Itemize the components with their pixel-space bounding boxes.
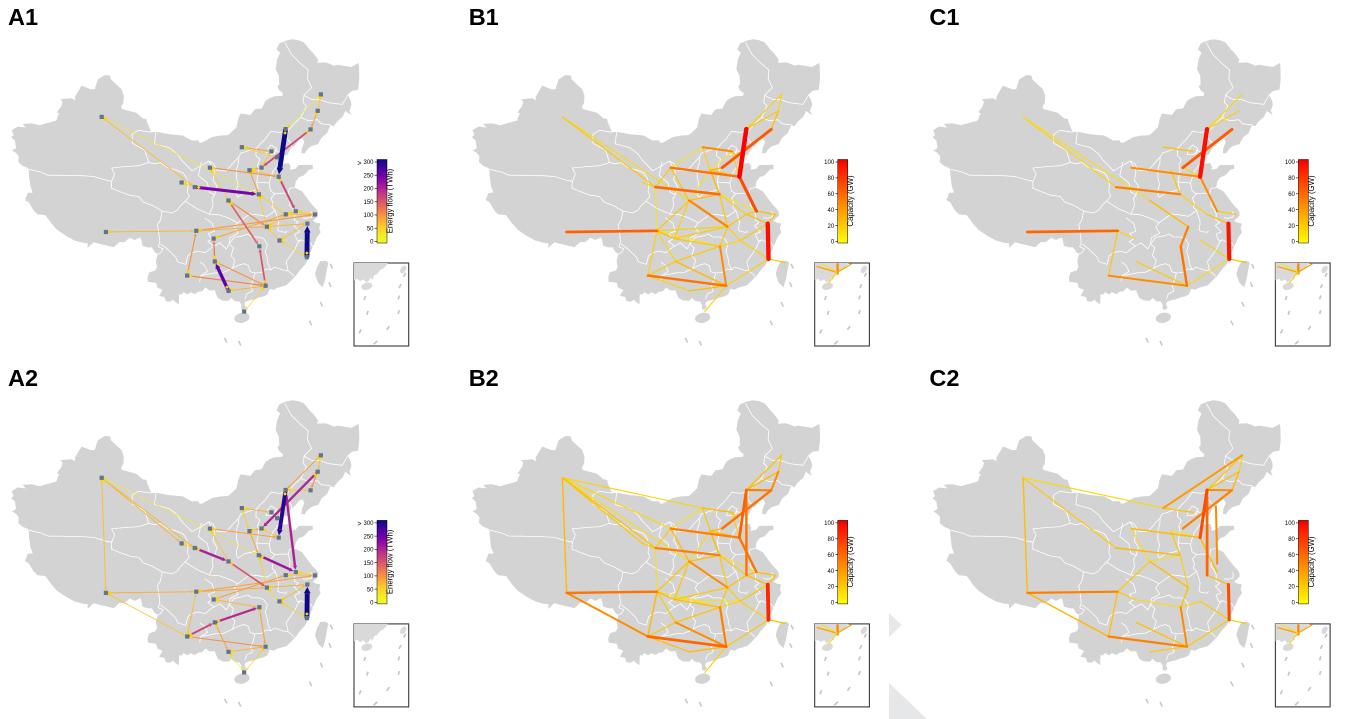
- svg-text:200: 200: [363, 548, 374, 554]
- svg-text:100: 100: [824, 521, 835, 527]
- svg-text:B1: B1: [469, 4, 499, 30]
- svg-text:Capacity (GW): Capacity (GW): [846, 536, 855, 588]
- svg-text:0: 0: [370, 601, 374, 607]
- svg-text:250: 250: [363, 173, 374, 179]
- svg-text:Capacity (GW): Capacity (GW): [1307, 536, 1316, 588]
- svg-text:0: 0: [1292, 601, 1296, 607]
- svg-text:A2: A2: [8, 365, 38, 391]
- svg-text:200: 200: [363, 187, 374, 193]
- svg-text:A1: A1: [8, 4, 38, 30]
- svg-text:50: 50: [367, 587, 374, 593]
- svg-text:40: 40: [828, 569, 835, 575]
- svg-text:60: 60: [828, 553, 835, 559]
- svg-text:60: 60: [1288, 553, 1295, 559]
- svg-text:300: 300: [363, 521, 374, 527]
- svg-text:Capacity (GW): Capacity (GW): [1307, 175, 1316, 227]
- svg-text:40: 40: [1288, 208, 1295, 214]
- svg-text:B2: B2: [469, 365, 499, 391]
- svg-text:0: 0: [831, 601, 835, 607]
- svg-text:60: 60: [828, 192, 835, 198]
- svg-text:300: 300: [363, 160, 374, 166]
- svg-text:40: 40: [1288, 569, 1295, 575]
- svg-text:Energy flow (TWh): Energy flow (TWh): [386, 529, 395, 594]
- svg-text:0: 0: [370, 240, 374, 246]
- svg-text:20: 20: [1288, 585, 1295, 591]
- svg-text:80: 80: [828, 176, 835, 182]
- svg-text:20: 20: [1288, 224, 1295, 230]
- svg-text:100: 100: [1285, 521, 1296, 527]
- svg-text:150: 150: [363, 561, 374, 567]
- svg-text:Capacity (GW): Capacity (GW): [846, 175, 855, 227]
- svg-text:80: 80: [828, 537, 835, 543]
- svg-text:Energy flow (TWh): Energy flow (TWh): [386, 168, 395, 233]
- svg-text:C2: C2: [929, 365, 959, 391]
- svg-text:C1: C1: [929, 4, 959, 30]
- svg-text:250: 250: [363, 534, 374, 540]
- svg-text:50: 50: [367, 226, 374, 232]
- svg-text:100: 100: [363, 213, 374, 219]
- svg-text:60: 60: [1288, 192, 1295, 198]
- svg-text:80: 80: [1288, 176, 1295, 182]
- svg-text:0: 0: [1292, 240, 1296, 246]
- svg-text:0: 0: [831, 240, 835, 246]
- svg-text:20: 20: [828, 224, 835, 230]
- svg-text:80: 80: [1288, 537, 1295, 543]
- svg-text:150: 150: [363, 200, 374, 206]
- svg-text:20: 20: [828, 585, 835, 591]
- svg-text:100: 100: [363, 574, 374, 580]
- svg-text:40: 40: [828, 208, 835, 214]
- svg-text:>: >: [357, 521, 361, 528]
- svg-text:>: >: [357, 160, 361, 167]
- svg-text:100: 100: [824, 160, 835, 166]
- svg-text:100: 100: [1285, 160, 1296, 166]
